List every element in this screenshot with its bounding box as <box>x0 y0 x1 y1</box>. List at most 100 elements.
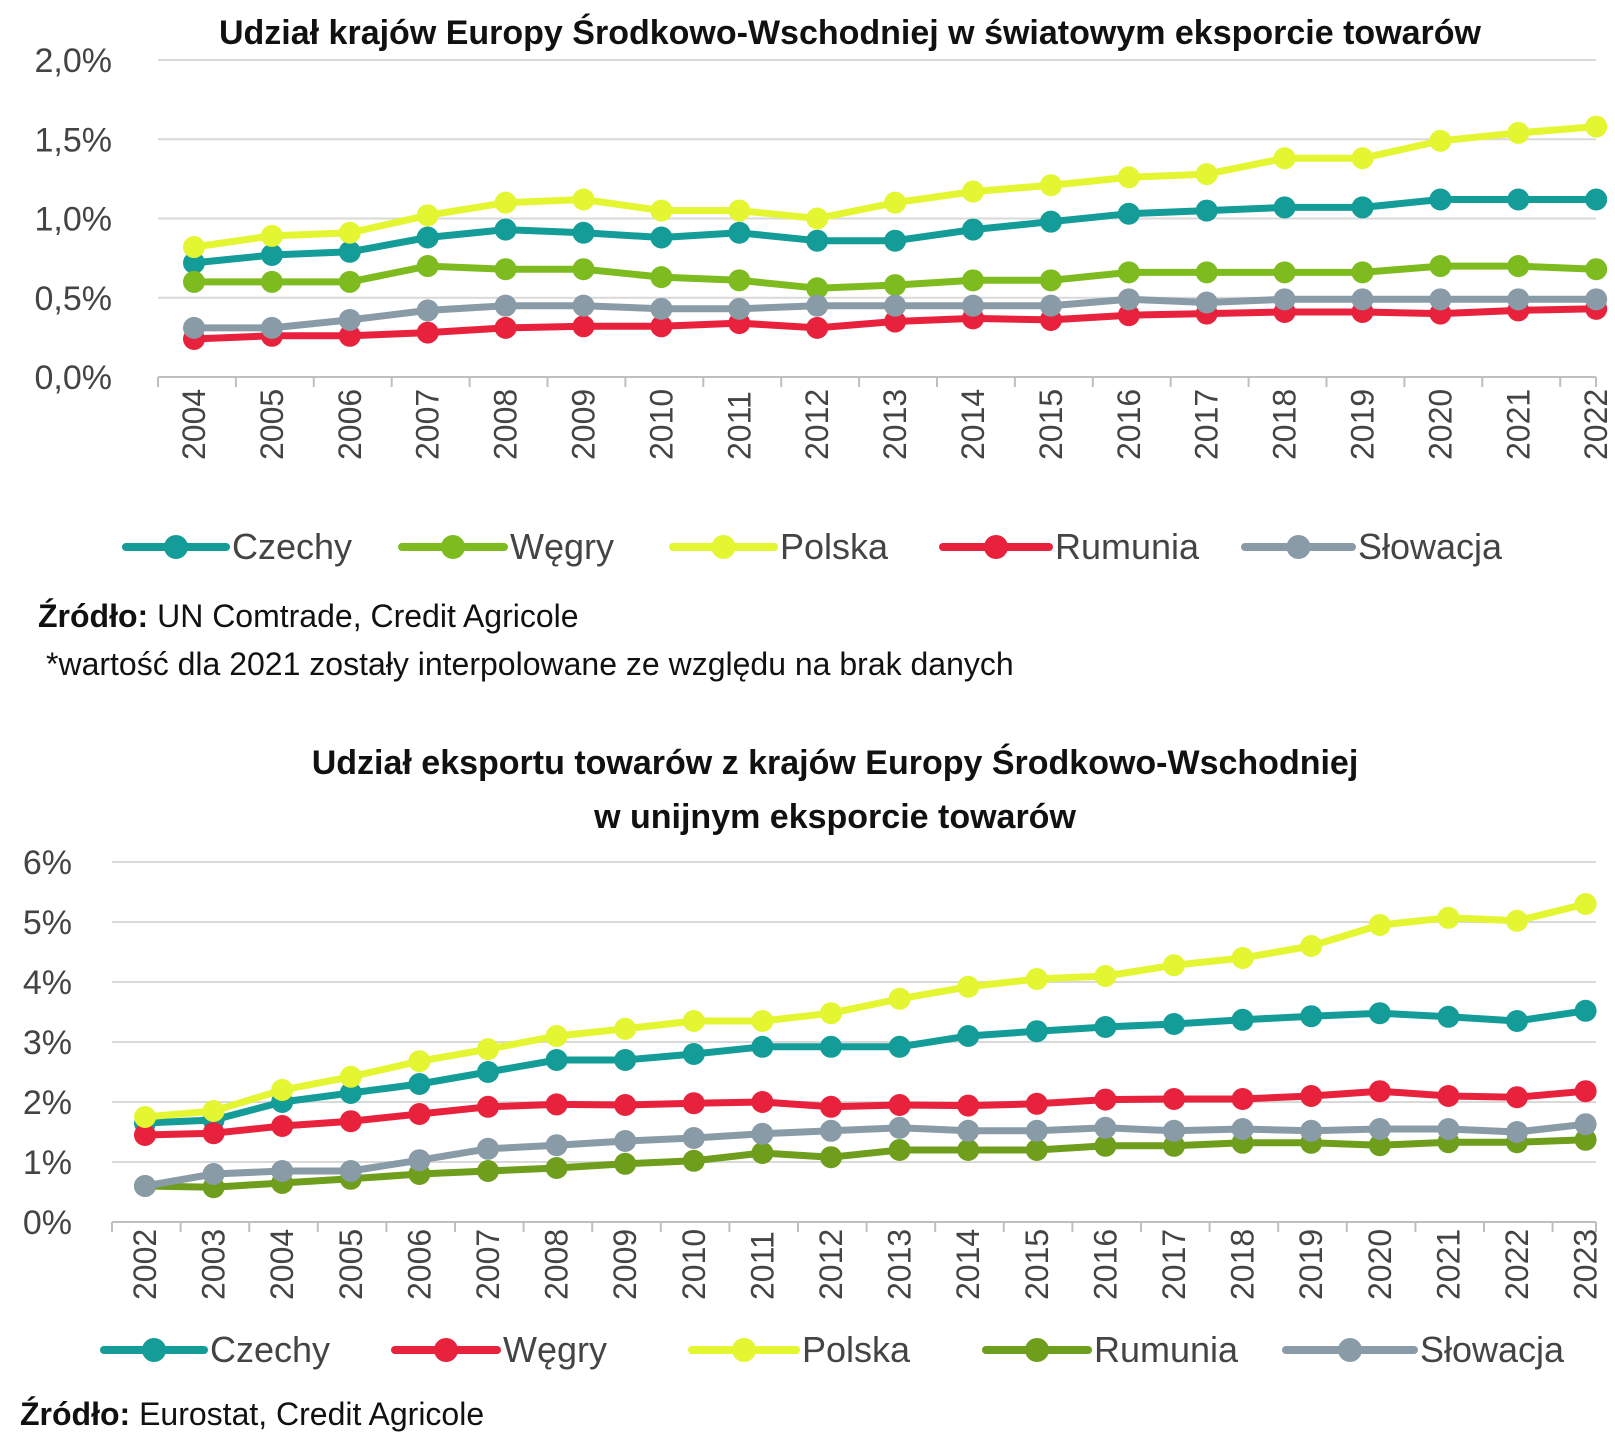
data-point <box>271 1115 294 1137</box>
series-line <box>141 1120 1590 1190</box>
x-tick-label: 2019 <box>1293 1229 1329 1300</box>
data-point <box>1094 1088 1117 1111</box>
y-tick-label: 0% <box>23 1204 72 1242</box>
data-point <box>1231 1008 1254 1031</box>
data-point <box>477 1038 499 1061</box>
x-tick-label: 2004 <box>264 1229 300 1300</box>
data-point <box>614 1049 637 1071</box>
data-point <box>1163 1013 1185 1035</box>
data-point <box>1094 965 1117 987</box>
data-point <box>1351 147 1374 170</box>
data-point <box>614 1130 637 1152</box>
y-tick-label: 1,5% <box>35 121 113 159</box>
data-point <box>1574 1080 1597 1103</box>
data-point <box>1195 291 1218 314</box>
legend-item-węgry: Węgry <box>398 526 614 567</box>
data-point <box>572 258 595 281</box>
x-tick-label: 2009 <box>607 1229 643 1300</box>
data-point <box>477 1137 499 1160</box>
data-point <box>183 236 205 259</box>
series-polska <box>183 115 1608 259</box>
legend-swatch-marker <box>441 535 465 559</box>
data-point <box>1273 196 1296 219</box>
top-footnote: *wartość dla 2021 zostały interpolowane … <box>46 646 1014 682</box>
data-point <box>1025 968 1048 990</box>
data-point <box>338 308 361 331</box>
data-point <box>408 1073 431 1095</box>
x-tick-label: 2017 <box>1156 1229 1192 1300</box>
legend-label: Czechy <box>210 1329 330 1370</box>
data-point <box>957 975 980 998</box>
data-point <box>1368 1134 1391 1157</box>
x-tick-label: 2013 <box>882 1229 918 1300</box>
y-tick-label: 3% <box>23 1024 72 1062</box>
data-point <box>1117 288 1140 311</box>
legend-item-rumunia: Rumunia <box>982 1329 1239 1370</box>
x-tick-label: 2022 <box>1499 1229 1535 1300</box>
legend-label: Węgry <box>503 1329 607 1370</box>
data-point <box>1025 1092 1048 1115</box>
data-point <box>494 191 517 214</box>
x-tick-label: 2004 <box>176 389 212 460</box>
data-point <box>183 316 205 339</box>
legend-item-słowacja: Słowacja <box>1241 526 1503 567</box>
legend-swatch-marker <box>1286 535 1311 559</box>
x-tick-label: 2023 <box>1568 1229 1604 1300</box>
data-point <box>260 270 283 293</box>
data-point <box>1195 261 1218 284</box>
data-point <box>202 1163 225 1185</box>
legend-item-polska: Polska <box>669 526 889 567</box>
data-point <box>271 1079 294 1101</box>
data-point <box>260 243 283 266</box>
x-tick-label: 2015 <box>1019 1229 1055 1300</box>
data-point <box>1585 288 1608 311</box>
data-point <box>962 180 984 203</box>
data-point <box>1300 935 1323 957</box>
data-point <box>751 1122 774 1145</box>
series-węgry <box>134 1080 1597 1146</box>
data-point <box>650 199 673 222</box>
data-point <box>1429 129 1452 152</box>
chart-title: Udział krajów Europy Środkowo-Wschodniej… <box>219 14 1482 52</box>
x-tick-label: 2011 <box>744 1231 780 1300</box>
x-tick-label: 2014 <box>950 1229 986 1300</box>
legend-item-polska: Polska <box>688 1329 911 1370</box>
data-point <box>494 316 517 339</box>
data-point <box>572 315 595 338</box>
data-point <box>1507 188 1530 211</box>
data-point <box>884 191 907 214</box>
x-tick-label: 2016 <box>1087 1229 1123 1300</box>
series-słowacja <box>134 1113 1597 1197</box>
data-point <box>1094 1016 1117 1038</box>
series-line <box>141 900 1590 1121</box>
data-point <box>1368 1002 1391 1025</box>
data-point <box>682 1127 705 1149</box>
data-point <box>1506 1010 1528 1032</box>
data-point <box>134 1124 156 1146</box>
data-point <box>1585 258 1608 281</box>
x-tick-label: 2012 <box>813 1229 849 1300</box>
data-point <box>650 226 673 249</box>
data-point <box>545 1093 568 1116</box>
data-point <box>1574 999 1597 1022</box>
legend-item-rumunia: Rumunia <box>939 526 1200 567</box>
legend-item-czechy: Czechy <box>100 1329 330 1370</box>
data-point <box>820 1095 842 1118</box>
data-point <box>650 266 673 289</box>
data-point <box>1117 166 1140 189</box>
data-point <box>957 1025 980 1047</box>
data-point <box>1025 1020 1048 1043</box>
chart-subtitle: w unijnym eksporcie towarów <box>593 798 1076 836</box>
data-point <box>1195 163 1218 186</box>
data-point <box>271 1160 294 1182</box>
data-point <box>494 294 517 317</box>
data-point <box>408 1050 431 1073</box>
legend-swatch-marker <box>142 1338 166 1362</box>
y-tick-label: 5% <box>23 904 72 942</box>
x-tick-label: 2006 <box>332 389 368 460</box>
legend-label: Słowacja <box>1358 526 1503 567</box>
series-rumunia <box>134 1128 1597 1199</box>
data-point <box>1039 294 1062 317</box>
data-point <box>339 1065 362 1088</box>
data-point <box>338 221 361 244</box>
